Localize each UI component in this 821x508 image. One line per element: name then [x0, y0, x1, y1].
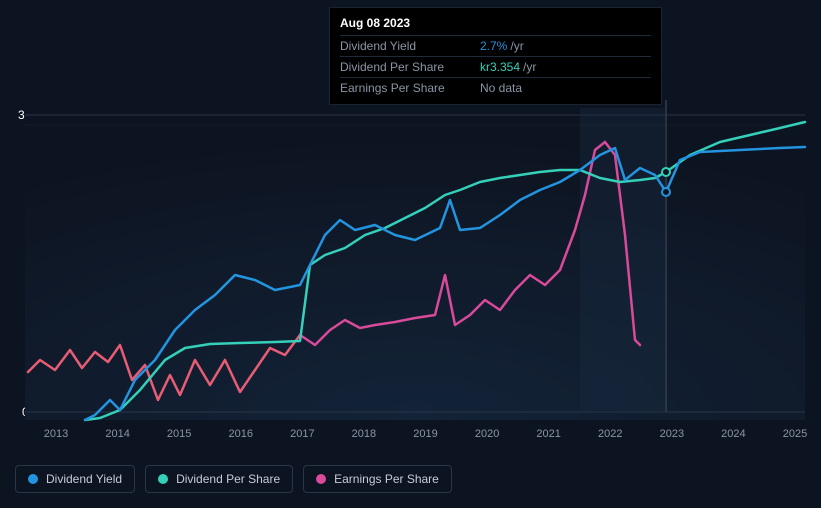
tooltip-value: kr3.354/yr [480, 60, 651, 74]
chart-tooltip: Aug 08 2023 Dividend Yield2.7%/yrDividen… [329, 7, 662, 105]
tooltip-value: No data [480, 81, 651, 95]
x-axis-tick: 2022 [598, 428, 622, 440]
tooltip-value: 2.7%/yr [480, 39, 651, 53]
x-axis-tick: 2018 [352, 428, 376, 440]
x-axis-tick: 2025 [783, 428, 807, 440]
x-axis-tick: 2014 [105, 428, 129, 440]
x-axis-tick: 2016 [229, 428, 253, 440]
x-axis-tick: 2013 [44, 428, 68, 440]
x-axis-tick: 2024 [721, 428, 745, 440]
tooltip-label: Dividend Per Share [340, 60, 480, 74]
legend-dot [158, 474, 168, 484]
legend-item[interactable]: Earnings Per Share [303, 465, 452, 493]
legend-item[interactable]: Dividend Yield [15, 465, 135, 493]
legend-item[interactable]: Dividend Per Share [145, 465, 293, 493]
x-axis-tick: 2015 [167, 428, 191, 440]
legend-dot [316, 474, 326, 484]
tooltip-row: Dividend Per Sharekr3.354/yr [340, 56, 651, 77]
legend: Dividend Yield Dividend Per Share Earnings… [15, 465, 452, 493]
tooltip-row: Dividend Yield2.7%/yr [340, 35, 651, 56]
x-axis-tick: 2019 [413, 428, 437, 440]
legend-dot [28, 474, 38, 484]
tooltip-date: Aug 08 2023 [340, 14, 651, 35]
x-axis-tick: 2017 [290, 428, 314, 440]
x-axis-tick: 2023 [660, 428, 684, 440]
tooltip-row: Earnings Per ShareNo data [340, 77, 651, 98]
dividend-chart: Aug 08 2023 Dividend Yield2.7%/yrDividen… [0, 0, 821, 508]
legend-label: Dividend Per Share [176, 472, 280, 486]
legend-label: Dividend Yield [46, 472, 122, 486]
legend-label: Earnings Per Share [334, 472, 439, 486]
tooltip-label: Earnings Per Share [340, 81, 480, 95]
x-axis-tick: 2020 [475, 428, 499, 440]
x-axis-tick: 2021 [536, 428, 560, 440]
chart-plot [0, 100, 821, 445]
tooltip-label: Dividend Yield [340, 39, 480, 53]
